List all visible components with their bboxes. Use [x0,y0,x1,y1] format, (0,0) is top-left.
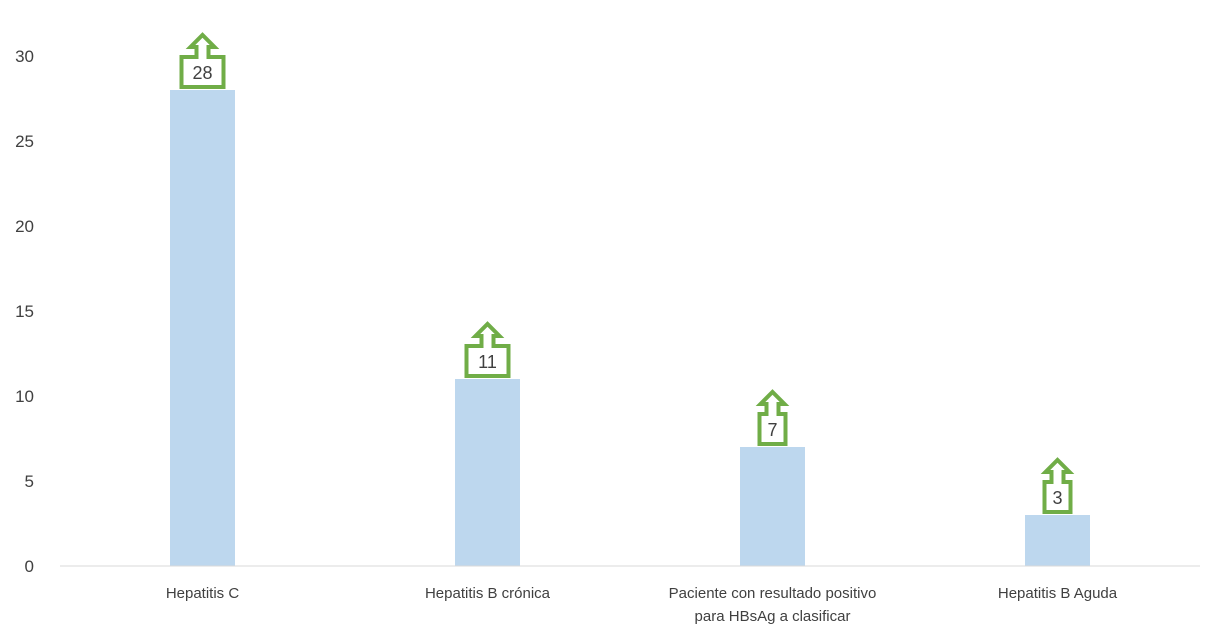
data-label-callouts: 28 11 7 3 [179,32,1075,514]
x-tick-label-line: Hepatitis B Aguda [998,585,1118,602]
up-arrow-callout-icon [755,389,790,446]
x-tick-label-line: Hepatitis B crónica [425,585,551,602]
x-tick-label: Hepatitis B crónica [425,585,551,602]
data-label-callout: 28 [179,32,226,89]
data-label: 28 [192,63,212,83]
data-label: 11 [478,352,497,372]
y-tick-label: 15 [15,302,34,321]
bar [170,90,235,566]
y-axis-tick-labels: 0 5 10 15 20 25 30 [15,47,34,576]
x-tick-label-line: Paciente con resultado positivo [669,585,877,602]
data-label-callout: 11 [464,321,511,378]
up-arrow-callout-icon [1040,457,1075,514]
y-tick-label: 20 [15,217,34,236]
x-tick-label-line: Hepatitis C [166,585,240,602]
bar [1025,515,1090,566]
data-label-callout: 7 [755,389,790,446]
y-tick-label: 10 [15,387,34,406]
bar [740,447,805,566]
y-tick-label: 0 [25,557,34,576]
x-tick-label: Hepatitis C [166,585,240,602]
y-tick-label: 25 [15,132,34,151]
bar [455,379,520,566]
x-tick-label: Hepatitis B Aguda [998,585,1118,602]
data-label: 3 [1052,488,1062,508]
data-label: 7 [767,420,777,440]
up-arrow-callout-icon [464,321,511,378]
x-tick-label: Paciente con resultado positivo para HBsA… [669,585,877,625]
x-axis-category-labels: Hepatitis C Hepatitis B crónica Paciente c… [166,585,1118,625]
y-tick-label: 5 [25,472,34,491]
up-arrow-callout-icon [179,32,226,89]
x-tick-label-line: para HBsAg a clasificar [695,608,851,625]
y-tick-label: 30 [15,47,34,66]
data-label-callout: 3 [1040,457,1075,514]
bars-group [170,90,1090,566]
